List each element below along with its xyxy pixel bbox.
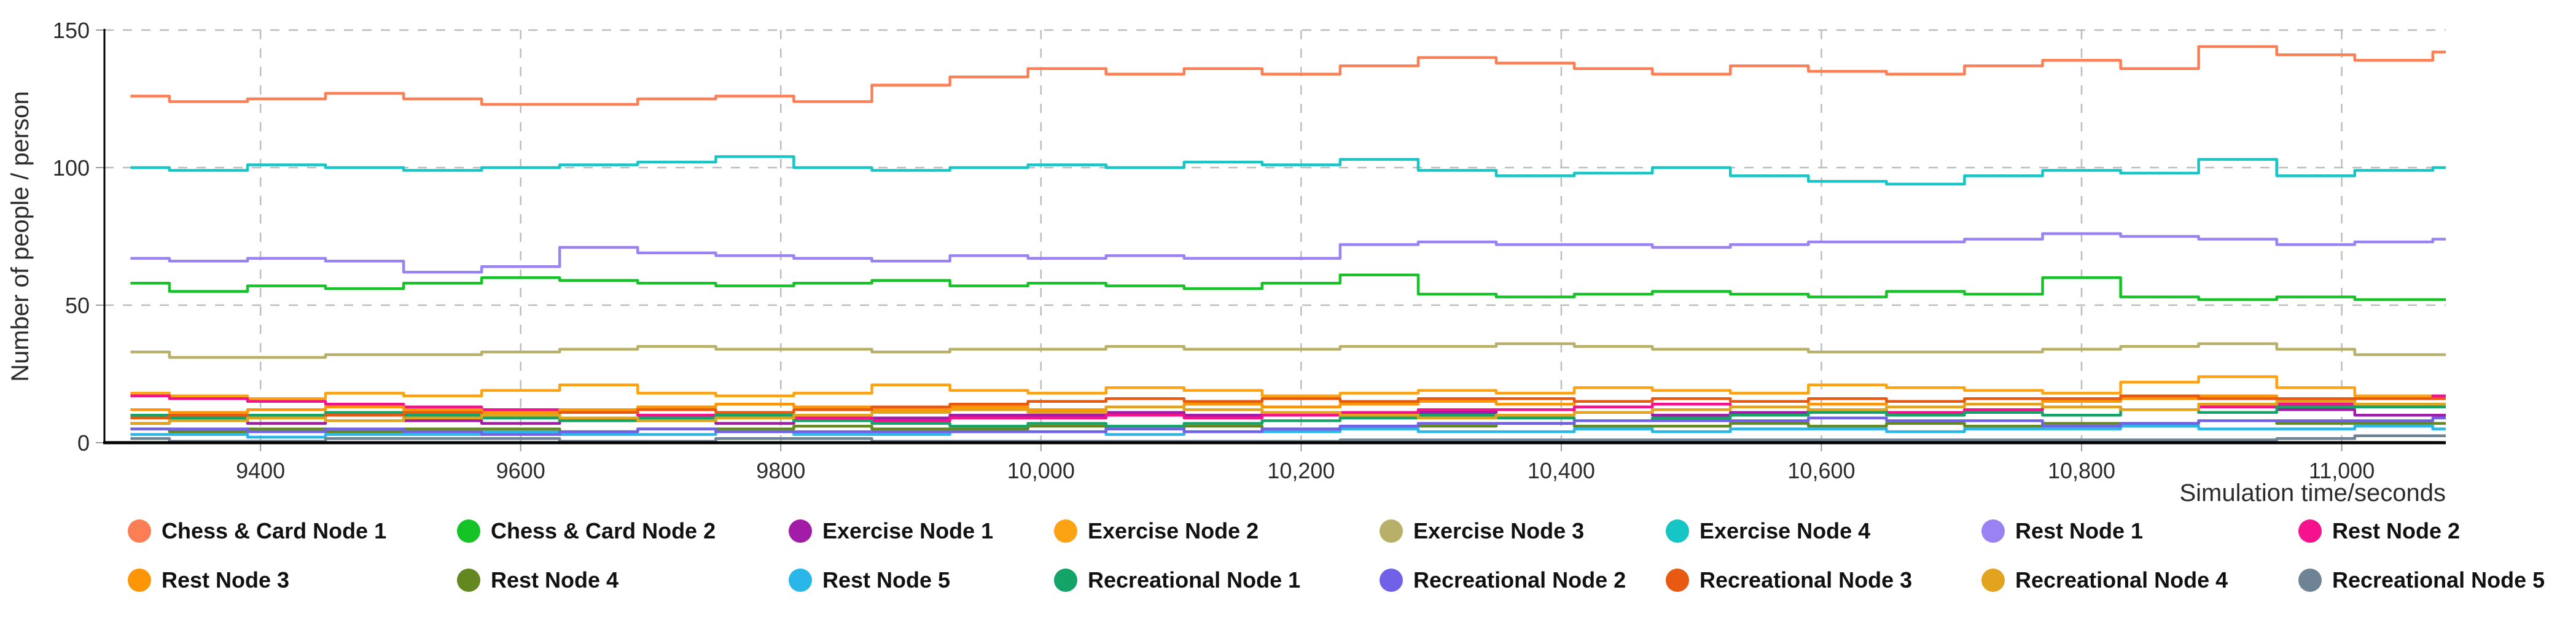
legend-label: Exercise Node 1 xyxy=(822,518,994,543)
legend-label: Exercise Node 3 xyxy=(1413,518,1585,543)
legend-item[interactable]: Exercise Node 4 xyxy=(1666,518,1981,544)
y-tick-labels: 0 50 100 150 xyxy=(53,18,90,456)
y-tick-label: 50 xyxy=(65,293,90,318)
legend-swatch-icon xyxy=(128,569,151,592)
legend-swatch-icon xyxy=(1981,519,2005,543)
legend-label: Recreational Node 3 xyxy=(1700,567,1913,592)
x-tick-label: 10,400 xyxy=(1528,458,1595,483)
legend-item[interactable]: Chess & Card Node 2 xyxy=(457,518,789,544)
legend-label: Exercise Node 2 xyxy=(1088,518,1259,543)
tick-marks xyxy=(96,29,2343,451)
legend-label: Rest Node 2 xyxy=(2332,518,2461,543)
series-line-exercise-node-4 xyxy=(130,155,2446,186)
series-line-rest-node-1 xyxy=(130,232,2446,274)
legend-label: Recreational Node 1 xyxy=(1088,567,1301,592)
series-lines xyxy=(130,45,2446,443)
legend-swatch-icon xyxy=(1054,519,1077,543)
y-axis-title: Number of people / person xyxy=(7,91,34,382)
legend-swatch-icon xyxy=(1380,519,1403,543)
series-line-chess-card-node-2 xyxy=(130,273,2446,301)
legend-label: Recreational Node 2 xyxy=(1413,567,1626,592)
legend-item[interactable]: Rest Node 2 xyxy=(2298,518,2576,544)
legend-label: Exercise Node 4 xyxy=(1700,518,1871,543)
x-tick-label: 9600 xyxy=(496,458,545,483)
x-tick-label: 10,000 xyxy=(1007,458,1075,483)
series-line-rest-node-5 xyxy=(130,424,2446,439)
y-tick-label: 0 xyxy=(77,430,90,456)
legend-item[interactable]: Recreational Node 3 xyxy=(1666,567,1981,593)
series-line-recreational-node-4 xyxy=(130,400,2446,425)
legend-item[interactable]: Recreational Node 4 xyxy=(1981,567,2298,593)
chart-legend: Chess & Card Node 1 Chess & Card Node 2 Ex… xyxy=(0,518,2576,593)
series-line-exercise-node-2 xyxy=(130,375,2446,400)
series-line-chess-card-node-1 xyxy=(130,45,2446,106)
x-tick-label: 10,800 xyxy=(2048,458,2115,483)
y-tick-label: 150 xyxy=(53,18,90,43)
legend-item[interactable]: Recreational Node 1 xyxy=(1054,567,1380,593)
legend-swatch-icon xyxy=(1666,519,1689,543)
legend-item[interactable]: Exercise Node 3 xyxy=(1380,518,1666,544)
gridlines xyxy=(104,29,2446,443)
legend-swatch-icon xyxy=(128,519,151,543)
legend-swatch-icon xyxy=(2298,569,2322,592)
x-axis-title: Simulation time/seconds xyxy=(2179,480,2446,507)
legend-swatch-icon xyxy=(789,519,812,543)
legend-label: Recreational Node 4 xyxy=(2015,567,2228,592)
series-line-exercise-node-3 xyxy=(130,342,2446,359)
legend-swatch-icon xyxy=(2298,519,2322,543)
legend-item[interactable]: Chess & Card Node 1 xyxy=(128,518,457,544)
line-chart: 9400 9600 9800 10,000 10,200 10,400 10,600 10,8… xyxy=(7,18,2446,507)
legend-swatch-icon xyxy=(1054,569,1077,592)
legend-label: Rest Node 5 xyxy=(822,567,951,592)
x-tick-label: 9800 xyxy=(756,458,805,483)
x-tick-label: 10,600 xyxy=(1787,458,1855,483)
x-tick-label: 10,200 xyxy=(1267,458,1335,483)
legend-swatch-icon xyxy=(1380,569,1403,592)
legend-swatch-icon xyxy=(1981,569,2005,592)
legend-item[interactable]: Exercise Node 1 xyxy=(789,518,1054,544)
legend-label: Rest Node 3 xyxy=(162,567,290,592)
x-tick-label: 9400 xyxy=(236,458,285,483)
legend-item[interactable]: Exercise Node 2 xyxy=(1054,518,1380,544)
x-tick-label: 11,000 xyxy=(2309,458,2375,483)
legend-item[interactable]: Recreational Node 5 xyxy=(2298,567,2576,593)
legend-swatch-icon xyxy=(457,569,480,592)
legend-item[interactable]: Rest Node 3 xyxy=(128,567,457,593)
series-line-recreational-node-2 xyxy=(130,416,2446,436)
x-tick-labels: 9400 9600 9800 10,000 10,200 10,400 10,600 10,8… xyxy=(236,458,2375,483)
legend-label: Rest Node 4 xyxy=(491,567,619,592)
y-tick-label: 100 xyxy=(53,155,90,181)
legend-label: Recreational Node 5 xyxy=(2332,567,2545,592)
legend-label: Chess & Card Node 1 xyxy=(162,518,387,543)
legend-item[interactable]: Recreational Node 2 xyxy=(1380,567,1666,593)
legend-item[interactable]: Rest Node 4 xyxy=(457,567,789,593)
legend-item[interactable]: Rest Node 5 xyxy=(789,567,1054,593)
plot-canvas: 9400 9600 9800 10,000 10,200 10,400 10,600 10,8… xyxy=(7,18,2446,507)
legend-label: Chess & Card Node 2 xyxy=(491,518,716,543)
series-line-recreational-node-1 xyxy=(130,405,2446,428)
legend-swatch-icon xyxy=(457,519,480,543)
legend-item[interactable]: Rest Node 1 xyxy=(1981,518,2298,544)
legend-label: Rest Node 1 xyxy=(2015,518,2144,543)
legend-swatch-icon xyxy=(789,569,812,592)
legend-swatch-icon xyxy=(1666,569,1689,592)
